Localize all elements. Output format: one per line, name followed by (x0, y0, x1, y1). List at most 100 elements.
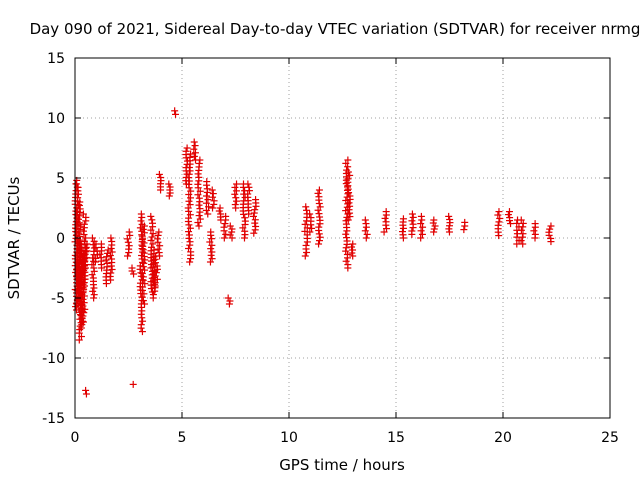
data-point (186, 258, 194, 266)
data-point (303, 206, 311, 214)
data-point (149, 263, 157, 271)
data-point (88, 234, 96, 242)
data-point (302, 241, 310, 249)
data-point (362, 234, 370, 242)
y-tick-label: 15 (47, 51, 65, 67)
data-points (71, 107, 555, 398)
data-point (315, 240, 323, 248)
data-point (382, 208, 390, 216)
y-tick-label: -15 (42, 411, 65, 427)
data-point (96, 250, 104, 258)
data-point (89, 274, 97, 282)
data-point (252, 196, 260, 204)
data-point (203, 185, 211, 193)
data-point (165, 192, 173, 200)
data-point (187, 187, 195, 195)
data-point (154, 245, 162, 253)
y-tick-label: 0 (56, 231, 65, 247)
data-point (344, 168, 352, 176)
data-point (78, 246, 86, 254)
data-point (185, 164, 193, 171)
data-point (138, 328, 146, 336)
data-point (156, 242, 164, 250)
data-point (348, 243, 356, 251)
data-point (505, 208, 513, 216)
data-point (83, 240, 91, 248)
data-point (77, 222, 85, 230)
data-point (148, 233, 156, 241)
data-point (185, 214, 193, 222)
data-point (80, 309, 88, 317)
y-tick-label: -10 (42, 351, 65, 367)
data-point (185, 170, 193, 178)
data-point (342, 230, 350, 238)
data-point (103, 259, 111, 267)
data-point (496, 214, 504, 222)
data-point (74, 190, 82, 198)
data-point (244, 180, 252, 188)
data-point (361, 216, 369, 224)
data-point (494, 211, 502, 219)
data-point (232, 197, 240, 205)
x-tick-label: 25 (601, 430, 619, 446)
data-point (220, 234, 228, 242)
data-point (187, 150, 195, 158)
data-point (129, 380, 137, 388)
data-point (546, 225, 554, 233)
data-point (344, 216, 352, 224)
data-point (72, 180, 80, 188)
data-point (140, 229, 148, 237)
data-point (139, 242, 147, 250)
data-point (137, 217, 145, 225)
data-point (547, 222, 555, 230)
data-point (202, 206, 210, 214)
data-point (89, 287, 97, 295)
data-point (190, 138, 198, 146)
data-point (531, 220, 539, 228)
data-point (186, 224, 194, 232)
data-point (196, 215, 204, 223)
data-point (345, 199, 353, 207)
data-point (140, 290, 148, 298)
x-tick-label: 20 (494, 430, 512, 446)
data-point (381, 214, 389, 222)
data-point (140, 249, 148, 257)
data-point (191, 142, 199, 150)
data-point (82, 390, 90, 398)
data-point (417, 220, 425, 228)
data-point (316, 233, 324, 241)
data-point (148, 216, 156, 224)
data-point (139, 317, 147, 325)
data-point (445, 212, 453, 220)
data-point (187, 194, 195, 202)
data-point (183, 144, 191, 152)
data-point (151, 272, 159, 280)
data-point (147, 226, 155, 234)
chart-title: Day 090 of 2021, Sidereal Day-to-day VTE… (30, 20, 640, 38)
data-point (315, 193, 323, 201)
data-point (417, 234, 425, 242)
x-tick-label: 0 (71, 430, 80, 446)
data-point (349, 252, 357, 260)
data-point (348, 249, 356, 257)
data-point (141, 266, 149, 274)
data-point (194, 170, 202, 178)
data-point (207, 245, 215, 253)
data-point (417, 227, 425, 235)
data-point (315, 186, 323, 194)
data-point (419, 223, 427, 231)
data-point (103, 253, 111, 261)
data-point (196, 205, 204, 213)
data-point (383, 225, 391, 233)
data-point (81, 250, 89, 258)
data-point (82, 234, 90, 242)
data-point (241, 214, 249, 222)
data-point (195, 173, 203, 181)
data-point (418, 230, 426, 238)
data-point (79, 318, 87, 326)
data-point (343, 234, 351, 242)
data-point (315, 210, 323, 218)
data-point (155, 249, 163, 257)
data-point (302, 203, 310, 211)
data-point (82, 386, 90, 394)
